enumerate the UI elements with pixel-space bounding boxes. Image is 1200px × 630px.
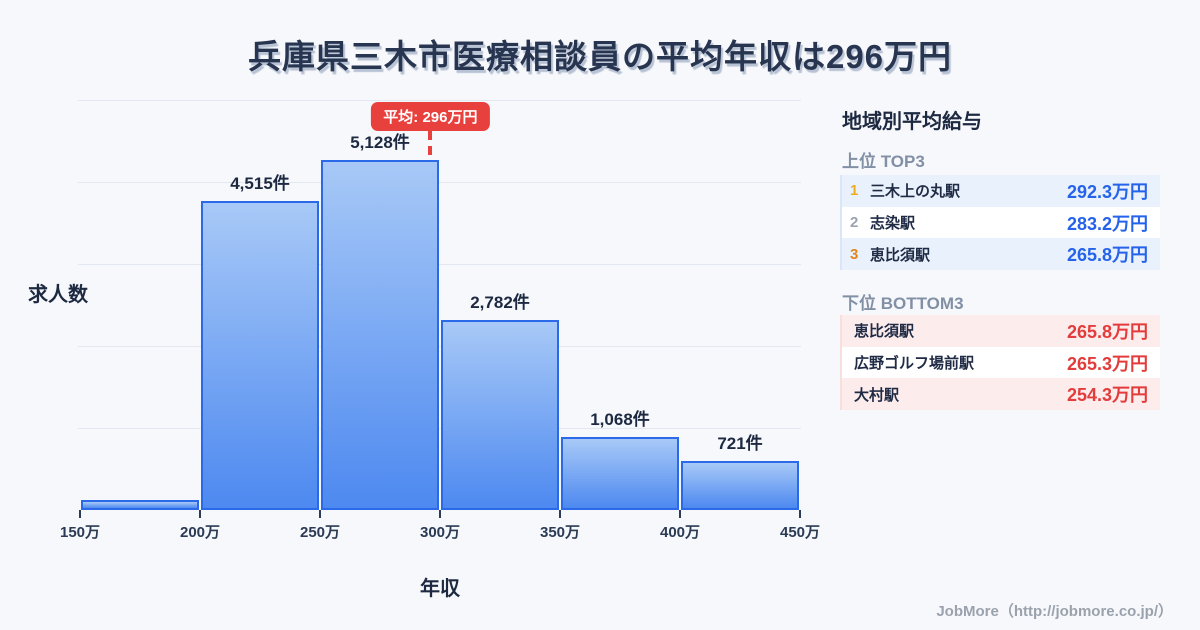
y-axis-label: 求人数 [28,284,88,306]
gridline [78,264,801,265]
histogram-bar [81,499,199,510]
top3-table: 1 三木上の丸駅 292.3万円 2 志染駅 283.2万円 3 恵比須駅 265.8万円 [840,175,1160,271]
bottom3-heading: 下位 BOTTOM3 [842,294,964,313]
table-row: 大村駅 254.3万円 [842,378,1160,411]
salary-value: 283.2万円 [1066,213,1148,234]
histogram-bar [321,159,439,510]
bar-value-label: 1,068件 [590,410,650,430]
x-tick-label: 400万 [659,524,701,541]
gridline [78,346,801,347]
salary-value: 265.3万円 [1066,353,1148,374]
station-name: 大村駅 [854,386,900,404]
salary-value: 292.3万円 [1066,181,1148,202]
station-name: 広野ゴルフ場前駅 [854,355,975,372]
page-title: 兵庫県三木市医療相談員の平均年収は296万円 [247,38,953,75]
x-tick-label: 150万 [59,524,101,541]
rank-badge: 3 [850,245,859,263]
table-row: 2 志染駅 283.2万円 [842,206,1160,239]
table-row: 恵比須駅 265.8万円 [842,315,1160,347]
average-badge: 平均: 296万円 [371,102,490,131]
x-axis-label: 年収 [420,578,460,600]
station-name: 三木上の丸駅 [870,183,961,201]
histogram-bar [561,437,679,510]
bar-value-label: 721件 [717,433,763,453]
x-tick-label: 300万 [419,524,461,541]
histogram-bar [201,201,319,510]
x-axis-tick [79,510,81,518]
bar-value-label: 4,515件 [230,174,290,194]
histogram-bar [441,319,559,510]
histogram-bar [681,460,799,510]
x-axis-tick [439,510,441,518]
gridline [78,182,801,183]
x-tick-label: 450万 [779,524,821,541]
gridline [78,428,801,429]
table-row: 1 三木上の丸駅 292.3万円 [842,175,1160,207]
table-row: 広野ゴルフ場前駅 265.3万円 [842,346,1160,379]
top3-heading: 上位 TOP3 [842,152,925,171]
station-name: 恵比須駅 [870,246,931,264]
credit-footer: JobMore（http://jobmore.co.jp/） [936,603,1173,620]
table-row: 3 恵比須駅 265.8万円 [842,238,1160,271]
salary-histogram: 平均: 296万円 4,515件 5,128件 2,782件 1,068件 721件 15… [60,100,820,541]
rank-badge: 2 [850,214,859,231]
region-salary-panel: 地域別平均給与 上位 TOP3 1 三木上の丸駅 292.3万円 2 志染駅 283.2万… [840,105,1160,425]
x-tick-label: 250万 [299,524,341,541]
region-panel-title: 地域別平均給与 [842,111,982,133]
x-axis-tick [199,510,201,518]
x-axis-tick [559,510,561,518]
salary-value: 265.8万円 [1066,245,1148,266]
station-name: 恵比須駅 [854,323,915,341]
gridline [78,100,801,101]
bar-value-label: 2,782件 [470,292,530,312]
rank-badge: 1 [850,182,859,200]
salary-value: 254.3万円 [1066,385,1148,406]
x-tick-label: 350万 [539,524,581,541]
x-axis-tick [319,510,321,518]
x-axis-tick [799,510,801,518]
salary-value: 265.8万円 [1066,321,1148,342]
x-axis-tick [679,510,681,518]
station-name: 志染駅 [870,215,916,232]
bottom3-table: 恵比須駅 265.8万円広野ゴルフ場前駅 265.3万円大村駅 254.3万円 [840,315,1160,411]
bar-value-label: 5,128件 [350,132,410,152]
x-tick-label: 200万 [179,524,221,541]
